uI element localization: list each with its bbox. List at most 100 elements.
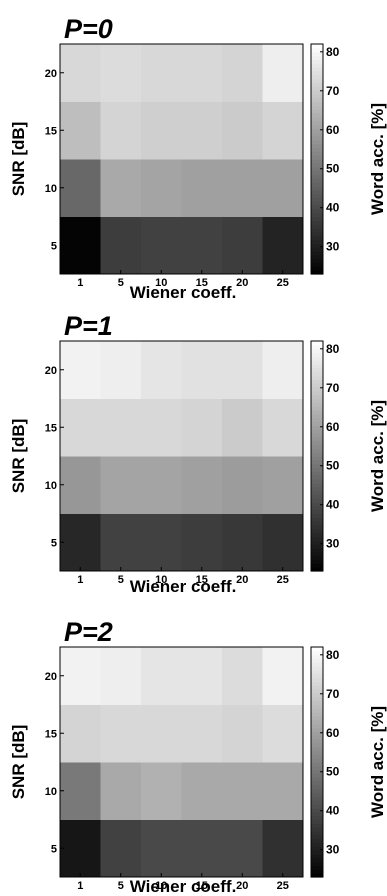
heatmap-cell <box>222 44 263 102</box>
x-tick-label: 20 <box>236 574 248 586</box>
x-tick-label: 10 <box>155 574 167 586</box>
heatmap-cell <box>100 398 142 457</box>
colorbar-segment <box>311 67 323 72</box>
colorbar-segment <box>311 716 323 721</box>
heatmap-cell <box>181 398 223 457</box>
colorbar-tick-label: 80 <box>326 342 340 356</box>
colorbar-segment <box>311 769 323 775</box>
colorbar-segment <box>311 356 323 361</box>
colorbar-segment <box>311 93 323 99</box>
heatmap-cell <box>60 398 101 457</box>
colorbar-segment <box>311 247 323 252</box>
colorbar-frame <box>310 43 324 275</box>
y-tick-label: 15 <box>45 728 57 740</box>
colorbar-segment <box>311 341 323 346</box>
colorbar-segment <box>311 375 323 380</box>
colorbar-segment <box>311 719 323 725</box>
colorbar-segment <box>311 800 323 805</box>
colorbar-segment <box>311 696 323 702</box>
colorbar-segment <box>311 452 323 457</box>
colorbar-segment <box>311 101 323 106</box>
colorbar-segment <box>311 723 323 729</box>
colorbar-segment <box>311 360 323 365</box>
colorbar-segment <box>311 471 323 476</box>
y-tick-label: 10 <box>45 480 57 492</box>
colorbar-segment <box>311 216 323 221</box>
colorbar-segment <box>311 243 323 248</box>
colorbar-segment <box>311 739 323 744</box>
colorbar-segment <box>311 838 323 844</box>
colorbar-segment <box>311 425 323 430</box>
colorbar-segment <box>311 834 323 840</box>
colorbar-segment <box>311 364 323 369</box>
colorbar-segment <box>311 532 323 538</box>
colorbar-segment <box>311 555 323 561</box>
colorbar-segment <box>311 517 323 522</box>
heatmap-cell <box>222 456 263 514</box>
colorbar-segment <box>311 228 323 233</box>
colorbar-segment <box>311 147 323 152</box>
colorbar-segment <box>311 463 323 469</box>
heatmap-cell <box>262 456 304 514</box>
colorbar-segment <box>311 861 323 867</box>
colorbar-tick-label: 40 <box>326 498 340 512</box>
heatmap-cell <box>222 101 263 160</box>
heatmap-cell <box>262 647 304 705</box>
heatmap-cell <box>222 647 263 705</box>
colorbar-segment <box>311 197 323 202</box>
colorbar-segment <box>311 811 323 817</box>
heatmap-cell <box>100 216 142 275</box>
colorbar-tick-label: 50 <box>326 765 340 779</box>
colorbar-segment <box>311 559 323 564</box>
x-tick-label: 15 <box>196 574 208 586</box>
colorbar-segment <box>311 254 323 260</box>
x-tick-label: 5 <box>118 574 124 586</box>
x-tick-label: 1 <box>77 277 83 289</box>
colorbar-segment <box>311 182 323 187</box>
heatmap-cell <box>262 704 304 763</box>
y-tick-label: 15 <box>45 422 57 434</box>
plot-frame <box>59 646 304 878</box>
heatmap-cell <box>100 341 142 399</box>
colorbar-segment <box>311 220 323 225</box>
colorbar-segment <box>311 166 323 172</box>
colorbar-tick-label: 70 <box>326 84 340 98</box>
colorbar-label: Word acc. [%] <box>368 103 387 215</box>
colorbar-tick-label: 70 <box>326 381 340 395</box>
colorbar-segment <box>311 433 323 438</box>
colorbar-segment <box>311 735 323 740</box>
heatmap-cells <box>60 44 304 275</box>
heatmap-cell <box>181 762 223 820</box>
colorbar-segment <box>311 754 323 759</box>
colorbar-segment <box>311 693 323 698</box>
heatmap-cell <box>262 819 304 878</box>
colorbar-segment <box>311 658 323 663</box>
colorbar-segment <box>311 670 323 675</box>
colorbar-segment <box>311 47 323 53</box>
heatmap-cell <box>100 44 142 102</box>
heatmap-cell <box>141 159 182 217</box>
heatmap-cell <box>141 101 182 160</box>
colorbar-segment <box>311 758 323 763</box>
colorbar-segment <box>311 136 323 141</box>
colorbar-segment <box>311 82 323 87</box>
heatmap-cell <box>60 704 101 763</box>
colorbar-segment <box>311 746 323 752</box>
y-axis-label: SNR [dB] <box>9 725 28 800</box>
heatmap-cell <box>262 159 304 217</box>
colorbar-segment <box>311 494 323 499</box>
plot-frame <box>59 43 304 275</box>
heatmap-cell <box>181 513 223 572</box>
colorbar-segment <box>311 383 323 388</box>
colorbar-label: Word acc. [%] <box>368 706 387 818</box>
colorbar-segment <box>311 827 323 832</box>
colorbar-segment <box>311 78 323 83</box>
heatmap-cell <box>100 762 142 820</box>
x-tick-label: 25 <box>277 277 289 289</box>
x-tick-label: 20 <box>236 880 248 892</box>
colorbar-tick-label: 50 <box>326 459 340 473</box>
y-tick-label: 20 <box>45 68 57 80</box>
colorbar-segment <box>311 90 323 95</box>
colorbar-segment <box>311 251 323 256</box>
colorbar-segment <box>311 502 323 507</box>
